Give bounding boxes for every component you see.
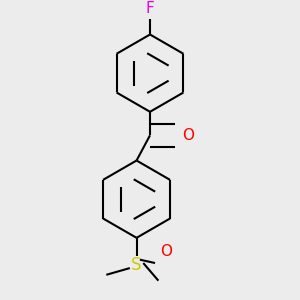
Text: O: O: [160, 244, 172, 259]
Text: O: O: [183, 128, 195, 143]
Text: S: S: [131, 256, 142, 274]
Text: F: F: [146, 1, 154, 16]
